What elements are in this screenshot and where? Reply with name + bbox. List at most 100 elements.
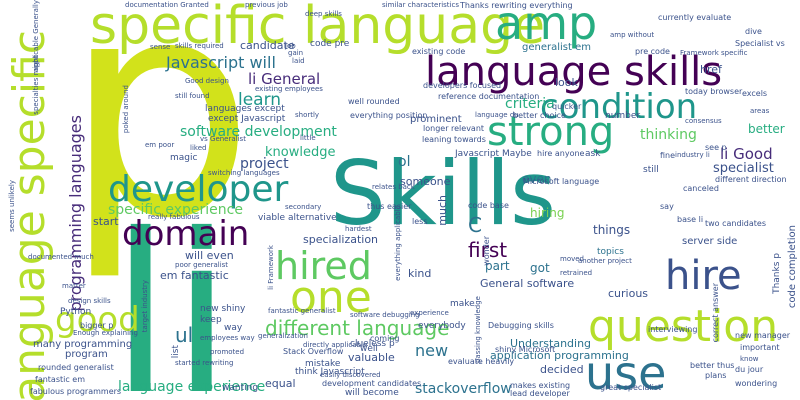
word-thinking: thinking	[640, 127, 697, 143]
word-javascript-maybe: Javascript Maybe	[455, 149, 532, 159]
word-languages-except: languages except	[205, 104, 285, 114]
word-code-base: code base	[468, 201, 509, 210]
word-employees-way: employees way	[200, 334, 255, 342]
word-well: well	[360, 344, 378, 354]
word-design-skills: design skills	[68, 297, 111, 305]
word-application-programming: application programming	[490, 349, 629, 362]
word-fantastic-em: fantastic em	[35, 375, 86, 384]
word-quicker: quicker	[552, 102, 582, 111]
word-program: program	[65, 349, 108, 360]
word-framework-specific: Framework specific	[680, 49, 748, 57]
word-server-side: server side	[682, 236, 738, 247]
word-curious: curious	[608, 287, 649, 300]
word-clueless-p: clueless p	[350, 339, 395, 349]
word-job: job	[285, 42, 296, 50]
word-fantastic-generalist: fantastic generalist	[268, 307, 336, 315]
word-important: important	[740, 343, 780, 352]
word-matter: matter	[62, 282, 86, 290]
word-vs-generalist: vs Generalist	[200, 135, 246, 143]
word-really-fabulous: really fabulous	[148, 213, 200, 221]
word-two-candidates: two candidates	[705, 219, 766, 228]
word-language-experience: language experience	[118, 379, 266, 395]
word-everything-applicable: everything applicable	[394, 205, 402, 281]
word-li-framework: li Framework	[267, 245, 275, 290]
word-first: first	[468, 238, 508, 262]
word-areas: areas	[750, 107, 770, 115]
word-mistake: mistake	[305, 359, 341, 369]
word-different-language: different language	[265, 316, 450, 340]
word-topics: topics	[597, 247, 624, 257]
word-poked-around: poked around	[122, 85, 130, 134]
word-c: C	[468, 213, 482, 237]
word-still: still	[643, 165, 659, 175]
word-software-development: software development	[180, 124, 337, 140]
word-way: way	[224, 323, 243, 333]
word-kind: kind	[408, 267, 432, 280]
word-documented-much: documented much	[28, 253, 94, 261]
word-many-programming: many programming	[33, 339, 133, 350]
word-software-debugging: software debugging	[350, 311, 420, 319]
word-start: start	[93, 215, 119, 228]
word-specialist-vs: Specialist vs	[735, 39, 785, 48]
word-will-even: will even	[185, 249, 234, 262]
word-specific-language: specific language	[90, 0, 546, 56]
word-liked: liked	[190, 144, 207, 152]
word-know: know	[740, 355, 759, 363]
word-evaluate-heavily: evaluate heavily	[448, 357, 515, 366]
word-valuable: valuable	[348, 351, 395, 364]
word-use: use	[585, 346, 667, 400]
word-makes-existing: makes existing	[510, 381, 571, 390]
word-moved: moved	[560, 255, 584, 263]
word-equal: equal	[265, 377, 296, 390]
word-skills-required: skills required	[175, 42, 224, 50]
word-deep-skills: deep skills	[305, 10, 342, 18]
word-stackoverflow: stackoverflow	[415, 381, 512, 397]
word-condition: condition	[540, 87, 698, 127]
word-thanks-p: Thanks p	[772, 253, 782, 294]
word-existing-employees: existing employees	[255, 85, 323, 93]
word-em-poor: em poor	[145, 141, 175, 149]
word-candidate: candidate	[240, 39, 295, 52]
word-canceled: canceled	[683, 184, 719, 193]
word-target-industry: target industry	[141, 280, 149, 333]
word-language-du: language du	[475, 111, 519, 119]
word-debugging-skills: Debugging skills	[488, 321, 554, 330]
word-poor-generalist: poor generalist	[175, 261, 229, 269]
word-enough-explaining: Enough explaining	[73, 329, 138, 337]
word-learn: learn	[238, 90, 282, 110]
word-correct-answer: correct answer	[711, 283, 720, 343]
word-well-rounded: well rounded	[348, 97, 400, 106]
word-amp-without: amp without	[610, 31, 655, 39]
word-interviewing: interviewing	[648, 325, 698, 334]
word-stack-overflow: Stack Overflow	[283, 347, 344, 356]
word-criteria: criteria	[505, 96, 555, 112]
word-better-thus: better thus	[690, 361, 735, 370]
word-everything-position: everything position	[350, 111, 428, 120]
word-look: look	[555, 76, 578, 89]
word-better: better	[748, 122, 785, 136]
word-rounded-generalist: rounded generalist	[38, 363, 114, 372]
word-similar-characteristics: similar characteristics	[382, 1, 459, 9]
word-specialization: specialization	[303, 233, 379, 246]
word-language-skills: language skills	[425, 49, 723, 95]
word-ask: ask	[585, 149, 601, 159]
word-better-choice: better choice	[513, 111, 566, 120]
word-understanding: Understanding	[510, 337, 592, 350]
word-general-software: General software	[480, 277, 575, 290]
word-hired: hired	[275, 244, 372, 288]
word-new-shiny: new shiny	[200, 304, 246, 314]
word-list: list	[171, 345, 181, 359]
word-developers-focused: developers focused	[423, 81, 502, 90]
word-hire-anyone: hire anyone	[537, 149, 585, 158]
word-domain: domain	[122, 214, 250, 254]
word-hardest: hardest	[345, 225, 372, 233]
word-everybody: everybody	[418, 321, 466, 331]
word-microsoft-language: Microsoft language	[523, 177, 600, 186]
word-except-javascript: except Javascript	[208, 114, 286, 124]
word-much: much	[436, 195, 449, 226]
word-gain: gain	[288, 49, 304, 57]
word-switching-languages: switching languages	[208, 169, 280, 177]
word-secondary: secondary	[285, 203, 322, 211]
word-keep: keep	[200, 315, 222, 325]
word-experience: experience	[410, 309, 449, 317]
